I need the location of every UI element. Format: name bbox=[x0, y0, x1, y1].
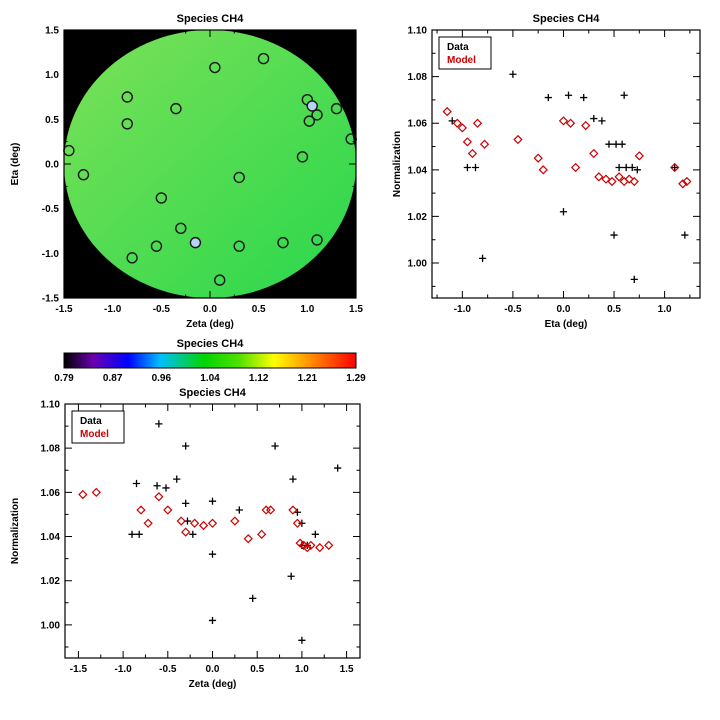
svg-text:1.06: 1.06 bbox=[41, 488, 61, 499]
colorbar: Species CH4 0.79 0.87 0.96 1.04 1.12 1.21 1.29 bbox=[54, 338, 366, 384]
svg-text:1.5: 1.5 bbox=[45, 26, 59, 37]
svg-text:0.96: 0.96 bbox=[152, 373, 172, 384]
svg-text:Species CH4: Species CH4 bbox=[177, 13, 245, 25]
svg-text:1.5: 1.5 bbox=[340, 664, 354, 675]
eta-scatter-panel: Species CH4 -1.0 -0.5 0.0 0.5 1.0 1.00 1.02 1.04… bbox=[386, 2, 716, 338]
svg-text:Data: Data bbox=[447, 42, 469, 53]
svg-text:-1.5: -1.5 bbox=[55, 304, 73, 315]
colorbar-panel: Species CH4 0.79 0.87 0.96 1.04 1.12 1.21 1.29 bbox=[4, 336, 376, 386]
svg-text:0.5: 0.5 bbox=[45, 115, 59, 126]
svg-text:-0.5: -0.5 bbox=[153, 304, 171, 315]
svg-text:Data: Data bbox=[80, 416, 102, 427]
svg-text:-0.5: -0.5 bbox=[504, 304, 522, 315]
svg-text:-1.0: -1.0 bbox=[114, 664, 132, 675]
svg-text:Eta (deg): Eta (deg) bbox=[545, 319, 588, 330]
svg-text:0.87: 0.87 bbox=[103, 373, 123, 384]
svg-text:-1.0: -1.0 bbox=[42, 249, 60, 260]
svg-text:0.0: 0.0 bbox=[45, 160, 59, 171]
svg-text:1.02: 1.02 bbox=[41, 576, 61, 587]
svg-text:Normalization: Normalization bbox=[10, 498, 21, 564]
svg-text:1.0: 1.0 bbox=[300, 304, 314, 315]
svg-text:Normalization: Normalization bbox=[392, 131, 403, 197]
svg-text:1.04: 1.04 bbox=[200, 373, 220, 384]
svg-text:1.02: 1.02 bbox=[408, 212, 428, 223]
svg-text:0.79: 0.79 bbox=[54, 373, 74, 384]
svg-text:Species CH4: Species CH4 bbox=[179, 387, 247, 399]
svg-text:Model: Model bbox=[80, 429, 109, 440]
svg-text:1.0: 1.0 bbox=[295, 664, 309, 675]
svg-text:0.0: 0.0 bbox=[557, 304, 571, 315]
svg-text:1.08: 1.08 bbox=[41, 444, 61, 455]
svg-text:1.12: 1.12 bbox=[249, 373, 269, 384]
svg-text:1.21: 1.21 bbox=[298, 373, 318, 384]
svg-text:0.5: 0.5 bbox=[252, 304, 266, 315]
svg-text:0.5: 0.5 bbox=[607, 304, 621, 315]
svg-text:Species CH4: Species CH4 bbox=[177, 338, 245, 350]
svg-text:1.10: 1.10 bbox=[41, 400, 61, 411]
svg-text:1.08: 1.08 bbox=[408, 72, 428, 83]
svg-text:Eta (deg): Eta (deg) bbox=[10, 143, 21, 186]
svg-text:-1.0: -1.0 bbox=[454, 304, 472, 315]
svg-text:0.0: 0.0 bbox=[203, 304, 217, 315]
svg-text:1.5: 1.5 bbox=[349, 304, 363, 315]
svg-text:1.04: 1.04 bbox=[408, 165, 428, 176]
svg-text:0.5: 0.5 bbox=[250, 664, 264, 675]
svg-text:-1.5: -1.5 bbox=[70, 664, 88, 675]
svg-text:-0.5: -0.5 bbox=[159, 664, 177, 675]
svg-text:Species CH4: Species CH4 bbox=[533, 13, 601, 25]
svg-text:1.00: 1.00 bbox=[41, 620, 61, 631]
svg-text:1.06: 1.06 bbox=[408, 119, 428, 130]
map-panel: Species CH4 -1.5 -1.0 -0.5 0.0 0.5 1.0 1.5 -1.5 -… bbox=[4, 2, 376, 338]
svg-text:1.00: 1.00 bbox=[408, 259, 428, 270]
map-plot: Species CH4 -1.5 -1.0 -0.5 0.0 0.5 1.0 1.5 -1.5 -… bbox=[10, 13, 363, 330]
svg-text:-0.5: -0.5 bbox=[42, 204, 60, 215]
zeta-scatter-plot: Species CH4 -1.5 -1.0 -0.5 0.0 0.5 1.0 1.5 1.00 1… bbox=[10, 387, 361, 690]
svg-text:1.29: 1.29 bbox=[346, 373, 366, 384]
svg-text:0.0: 0.0 bbox=[206, 664, 220, 675]
svg-text:Zeta (deg): Zeta (deg) bbox=[189, 679, 237, 690]
svg-text:Model: Model bbox=[447, 55, 476, 66]
svg-text:-1.0: -1.0 bbox=[104, 304, 122, 315]
svg-text:1.04: 1.04 bbox=[41, 532, 61, 543]
eta-scatter-plot: Species CH4 -1.0 -0.5 0.0 0.5 1.0 1.00 1.02 1.04… bbox=[392, 13, 701, 330]
svg-text:Zeta (deg): Zeta (deg) bbox=[186, 319, 234, 330]
zeta-scatter-panel: Species CH4 -1.5 -1.0 -0.5 0.0 0.5 1.0 1.5 1.00 1… bbox=[4, 382, 380, 698]
svg-text:1.10: 1.10 bbox=[408, 26, 428, 37]
svg-text:1.0: 1.0 bbox=[45, 70, 59, 81]
svg-text:-1.5: -1.5 bbox=[42, 294, 60, 305]
svg-text:1.0: 1.0 bbox=[658, 304, 672, 315]
